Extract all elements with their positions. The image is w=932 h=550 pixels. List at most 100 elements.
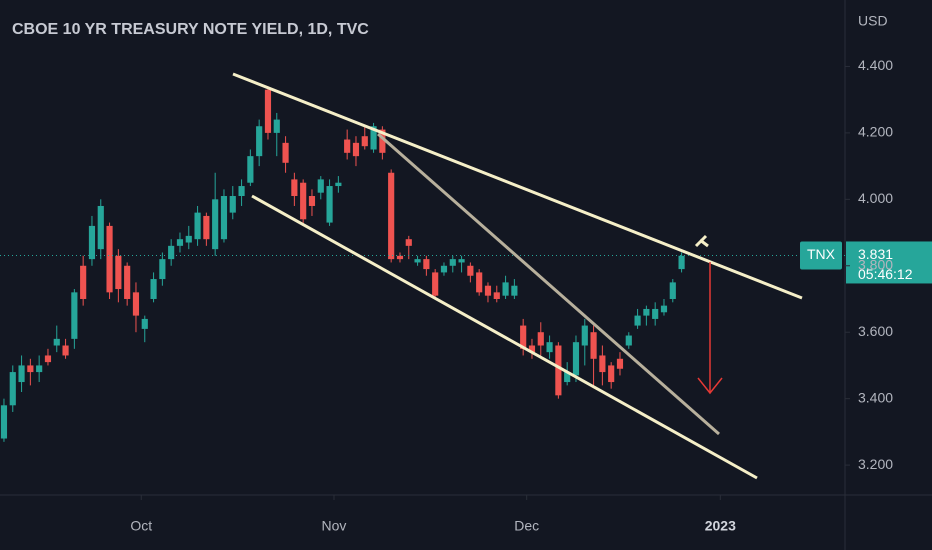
candle-body (194, 212, 201, 240)
candle-body (203, 215, 210, 240)
candle-body (352, 142, 360, 157)
candle-body (546, 342, 553, 353)
y-tick-label: 4.000 (858, 190, 893, 206)
candle-body (511, 285, 518, 296)
candle-body (326, 186, 333, 223)
candle-body (388, 172, 395, 260)
candle-body (44, 355, 52, 363)
candle-body (616, 358, 624, 369)
candle-body (361, 136, 368, 147)
candle-body (432, 272, 439, 296)
symbol-label: TNX (807, 246, 836, 262)
candle-body (335, 182, 342, 187)
candle-body (414, 259, 421, 263)
y-tick-label: 4.400 (858, 57, 893, 73)
candle-body (80, 265, 87, 299)
candle-body (423, 259, 430, 270)
candle-body (141, 318, 148, 329)
candle-body (599, 355, 606, 373)
candle-body (467, 265, 474, 276)
y-tick-label: 3.400 (858, 389, 893, 405)
candle-body (53, 338, 60, 346)
candle-body (643, 308, 650, 316)
price-tag: TNX 3.831 05:46:12 (800, 241, 932, 284)
candle-body (273, 119, 280, 133)
x-tick-label: Dec (514, 518, 539, 534)
x-tick-label: Nov (322, 518, 347, 534)
candle-body (159, 259, 166, 280)
candle-body (484, 285, 492, 296)
chart-title: CBOE 10 YR TREASURY NOTE YIELD, 1D, TVC (12, 21, 369, 38)
symbol-box (800, 241, 842, 270)
candle-body (300, 182, 307, 220)
target-arrow-head (697, 377, 723, 395)
candle-body (150, 279, 157, 299)
candle-body (608, 365, 615, 383)
countdown-label: 05:46:12 (858, 266, 913, 282)
candle-body (247, 156, 254, 183)
candle-body (660, 305, 668, 313)
candle-body (0, 405, 8, 439)
y-tick-label: 3.200 (858, 456, 893, 472)
candle-body (9, 372, 16, 406)
candle-body (476, 272, 483, 293)
candle-body (168, 245, 175, 260)
candle-body (27, 365, 34, 373)
candle-body (370, 126, 377, 150)
candle-body (124, 265, 131, 299)
hammer-icon (694, 234, 709, 248)
candle-body (18, 365, 25, 383)
candle-body (652, 308, 659, 319)
candle-body (634, 315, 641, 326)
y-tick-label: 3.800 (858, 256, 893, 272)
candle-body (440, 265, 448, 273)
candle-body (291, 179, 298, 197)
price-label: 3.831 (858, 246, 893, 262)
candle-body (88, 225, 96, 260)
candle-body (344, 139, 351, 153)
y-tick-label: 4.200 (858, 124, 893, 140)
candle-body (405, 239, 412, 246)
y-axis-label: USD (858, 13, 888, 29)
candle-body (520, 325, 527, 349)
candle-body (308, 196, 316, 206)
candle-body (678, 255, 685, 270)
candle-body (176, 239, 184, 246)
candle-body (502, 282, 509, 296)
candle-body (396, 255, 404, 260)
candle-body (229, 196, 236, 213)
trend-line (251, 194, 758, 480)
trend-line (377, 132, 720, 436)
candle-body (449, 259, 456, 266)
candle-body (537, 332, 544, 346)
candle-body (625, 335, 632, 346)
candle-body (282, 142, 289, 163)
candle-body (264, 89, 272, 133)
candle-body (669, 282, 676, 299)
candle-body (590, 332, 597, 359)
candle-body (493, 292, 500, 299)
plot (0, 86, 845, 442)
candle-body (528, 345, 536, 353)
candle-body (458, 259, 465, 263)
x-tick-label: 2023 (705, 518, 736, 534)
candle-body (564, 372, 571, 383)
candle-body (238, 186, 245, 197)
y-tick-label: 3.600 (858, 323, 893, 339)
candle-body (572, 342, 580, 376)
candle-body (317, 179, 324, 193)
candle-body (185, 235, 192, 243)
candle-body (212, 199, 219, 250)
candle-body (220, 196, 228, 240)
trend-line (232, 72, 803, 300)
candle-body (256, 126, 263, 157)
x-tick-label: Oct (130, 518, 152, 534)
candle-body (132, 292, 140, 316)
drawings (232, 72, 803, 480)
candle-body (379, 129, 386, 153)
candle-body (115, 255, 122, 290)
candle-body (71, 292, 78, 339)
candle-body (581, 325, 588, 346)
